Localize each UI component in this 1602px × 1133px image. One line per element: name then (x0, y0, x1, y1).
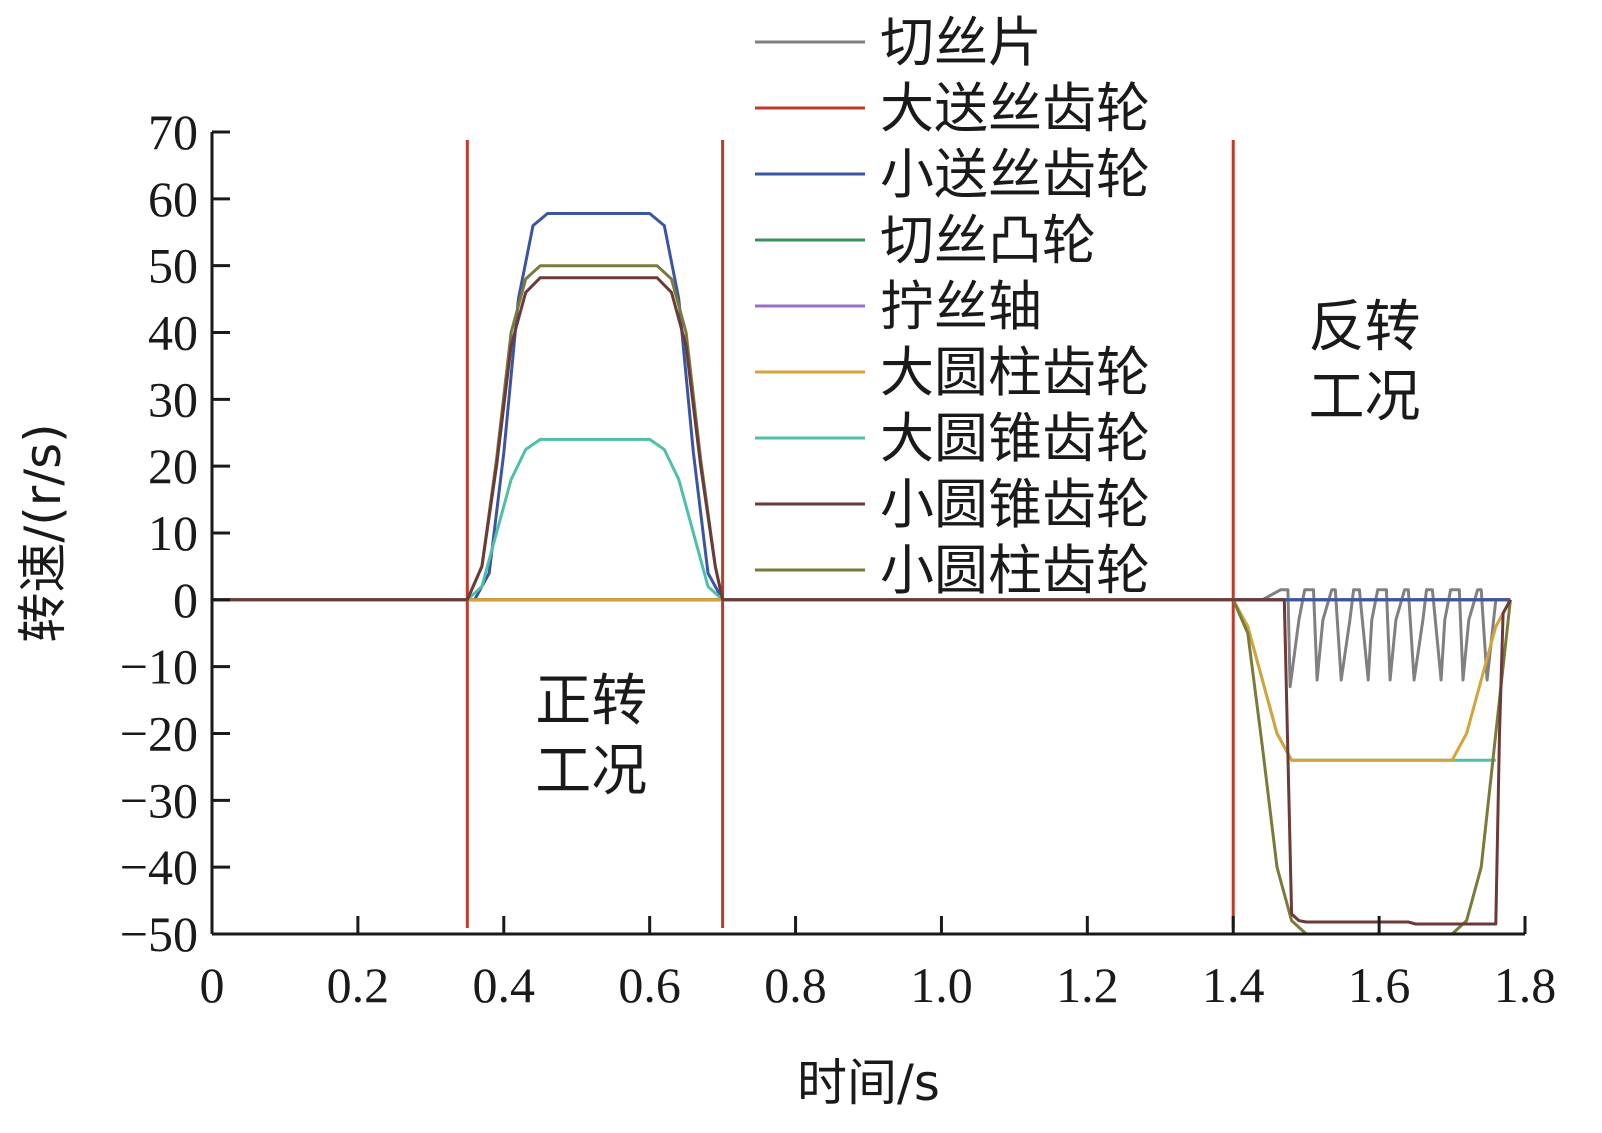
x-tick-label: 1.8 (1494, 957, 1557, 1013)
x-axis-title: 时间/s (797, 1054, 940, 1112)
y-tick-label: 10 (148, 505, 198, 561)
legend-label: 小圆锥齿轮 (880, 473, 1150, 536)
y-tick-label: 70 (148, 104, 198, 160)
x-tick-label: 1.2 (1056, 957, 1119, 1013)
y-tick-label: −50 (120, 906, 198, 962)
legend-label: 切丝片 (880, 11, 1042, 74)
y-tick-label: −20 (120, 706, 198, 762)
legend-label: 小圆柱齿轮 (880, 539, 1150, 602)
y-axis-title: 转速/(r/s) (14, 423, 72, 642)
x-tick-label: 0.4 (473, 957, 536, 1013)
annotation-text: 反转 (1309, 295, 1421, 360)
annotation-text: 正转 (535, 669, 647, 734)
y-tick-label: −40 (120, 839, 198, 895)
legend-label: 切丝凸轮 (880, 209, 1096, 272)
phase-divider-lines (465, 140, 1235, 928)
series-line (212, 276, 1512, 926)
y-tick-label: 30 (148, 371, 198, 427)
series-line (212, 598, 1512, 762)
y-tick-label: 0 (173, 572, 198, 628)
annotation-text: 工况 (1309, 365, 1421, 430)
legend-label: 大送丝齿轮 (880, 77, 1150, 140)
x-tick-label: 0.6 (618, 957, 681, 1013)
y-tick-label: 50 (148, 238, 198, 294)
series-line (212, 588, 1511, 689)
y-tick-label: −30 (120, 772, 198, 828)
legend-label: 小送丝齿轮 (880, 143, 1150, 206)
series-layer (212, 212, 1512, 936)
y-tick-label: 20 (148, 438, 198, 494)
x-tick-label: 1.6 (1348, 957, 1411, 1013)
axes (210, 132, 1525, 936)
legend-label: 大圆柱齿轮 (880, 341, 1150, 404)
x-tick-label: 0.8 (764, 957, 827, 1013)
y-tick-label: 60 (148, 171, 198, 227)
annotation-text: 工况 (535, 739, 647, 804)
x-tick-label: 1.4 (1202, 957, 1265, 1013)
legend-label: 大圆锥齿轮 (880, 407, 1150, 470)
x-tick-label: 0 (200, 957, 225, 1013)
x-tick-label: 1.0 (910, 957, 973, 1013)
x-tick-label: 0.2 (327, 957, 390, 1013)
legend-label: 拧丝轴 (880, 275, 1042, 338)
y-tick-label: 40 (148, 305, 198, 361)
y-tick-label: −10 (120, 639, 198, 695)
